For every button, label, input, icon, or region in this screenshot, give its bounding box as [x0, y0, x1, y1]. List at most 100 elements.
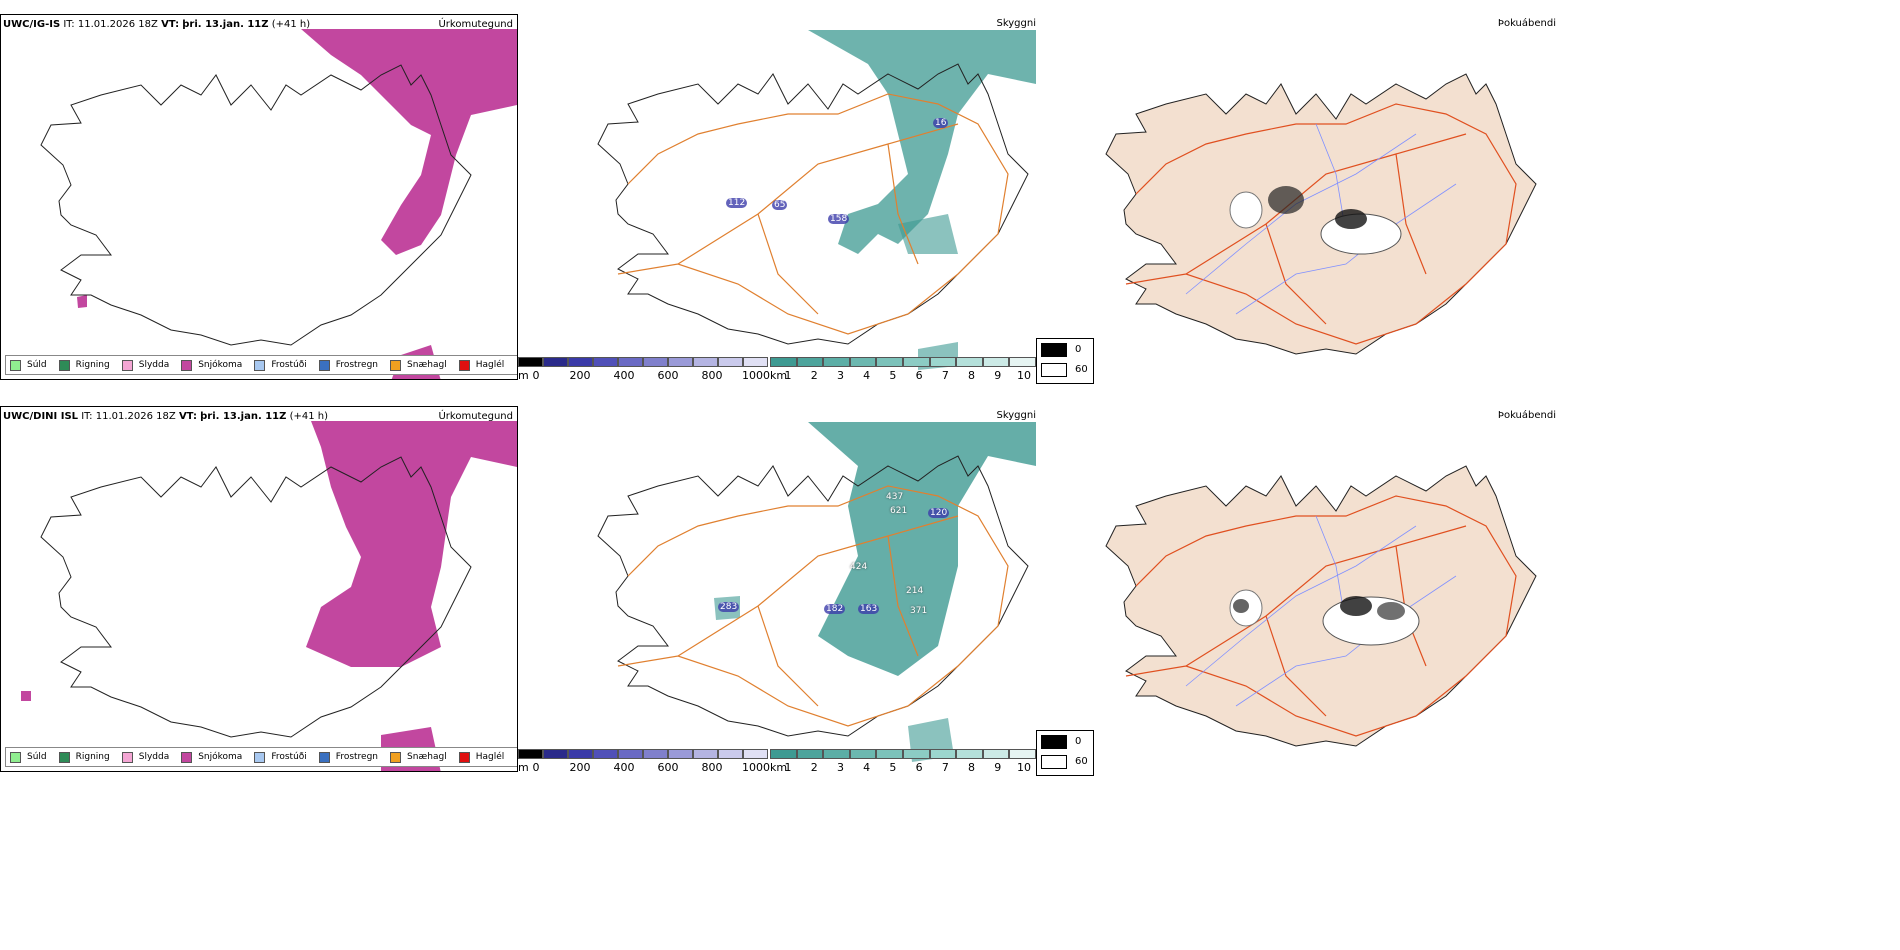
colorbar-cell — [903, 749, 930, 759]
legend-swatch — [254, 751, 266, 763]
colorbar-tick-label: 4 — [863, 761, 871, 774]
colorbar-tick-label: 4 — [863, 369, 871, 382]
cloud-panel-row2: Skyggni 437 621 120 424 214 182 163 371 … — [518, 406, 1036, 772]
snow-area — [301, 29, 517, 255]
iceland-coastline — [40, 456, 472, 738]
colorbar-cell — [796, 357, 824, 367]
legend-label: Frostregn — [335, 360, 379, 370]
colorbar-tick-label: 2 — [810, 369, 818, 382]
iceland-landmass — [1105, 465, 1537, 747]
panel-title: Úrkomutegund — [438, 19, 513, 30]
fog-patch — [1340, 596, 1372, 616]
legend-label: Slydda — [138, 752, 170, 762]
header-row2: UWC/DINI ISL IT: 11.01.2026 18Z VT: þri.… — [3, 411, 329, 422]
precip-legend: Súld Rigning Slydda Snjókoma Frostúði Frostre… — [5, 747, 517, 767]
precip-map-row1 — [40, 29, 517, 379]
colorbar-cell — [718, 749, 743, 759]
colorbar-tick-label: 800 — [701, 369, 723, 382]
cloud-map-row2 — [597, 422, 1036, 762]
colorbar-cell — [929, 357, 957, 367]
colorbar-cell — [876, 357, 903, 367]
cloud-area — [808, 30, 1036, 254]
panel-title: Þokuábendi — [1497, 410, 1556, 421]
colorbar-cell — [543, 357, 568, 367]
colorbar-cell — [618, 749, 643, 759]
legend-item: Frostúði — [254, 359, 307, 371]
colorbar-cell — [796, 749, 824, 759]
legend-item: Haglél — [458, 751, 504, 763]
fog-patch — [1377, 602, 1405, 620]
colorbar-tick-label: 2 — [810, 761, 818, 774]
legend-item: Rigning — [58, 359, 110, 371]
legend-label: Súld — [27, 360, 47, 370]
colorbar-tick-label: 6 — [915, 369, 923, 382]
cloud-area — [898, 214, 958, 254]
colorbar-cell — [593, 357, 618, 367]
legend-label: Rigning — [75, 752, 110, 762]
colorbar-tick-label: 200 — [569, 369, 591, 382]
panel-title: Skyggni — [996, 410, 1036, 421]
colorbar-cell — [982, 749, 1010, 759]
legend-item: Frostúði — [254, 751, 307, 763]
colorbar-unit: km — [770, 369, 788, 382]
iceland-coastline — [597, 455, 1029, 737]
colorbar-tick-label: 600 — [657, 369, 679, 382]
legend-label: Frostúði — [271, 752, 307, 762]
colorbar-cell — [668, 749, 693, 759]
legend-item: Frostregn — [318, 359, 379, 371]
legend-item: Frostregn — [318, 751, 378, 763]
colorbar-cell — [693, 357, 718, 367]
legend-swatch — [254, 359, 266, 371]
legend-swatch — [390, 751, 402, 763]
fog-patch — [1335, 209, 1367, 229]
legend-item: Súld — [10, 359, 47, 371]
fog-map-row1 — [1105, 73, 1537, 355]
legend-swatch — [121, 359, 133, 371]
legend-label: Snjókoma — [198, 360, 243, 370]
legend-label: Rigning — [75, 360, 110, 370]
iceland-landmass — [1105, 73, 1537, 355]
colorbar-cell — [568, 749, 593, 759]
colorbar-tick-label: 1 — [784, 761, 792, 774]
legend-item: Slydda — [121, 359, 170, 371]
precip-legend: Súld Rigning Slydda Snjókoma Frostúði Frostre… — [5, 355, 517, 375]
colorbar-tick-label: 1000 — [742, 761, 770, 774]
colorbar-cell — [518, 357, 543, 367]
value-label: 163 — [858, 604, 880, 614]
legend-label: Slydda — [138, 360, 170, 370]
fog-legend-row1: 0 60 — [1036, 338, 1094, 384]
legend-label: Snæhagl — [407, 360, 447, 370]
colorbar-cell — [693, 749, 718, 759]
colorbar-cell — [770, 357, 797, 367]
legend-swatch — [58, 751, 70, 763]
colorbar-tick-label: 9 — [994, 369, 1002, 382]
colorbar-tick-label: 400 — [613, 761, 635, 774]
value-label: 16 — [933, 118, 949, 128]
colorbar-cell — [643, 749, 668, 759]
colorbar-cell — [1009, 357, 1036, 367]
colorbar-unit: m — [518, 369, 529, 382]
legend-label: Snæhagl — [407, 752, 447, 762]
colorbar-tick-label: 10 — [1017, 369, 1031, 382]
fog-panel-row2: Þokuábendi — [1036, 406, 1556, 772]
precip-panel-row1: UWC/IG-IS IT: 11.01.2026 18Z VT: þri. 13… — [0, 14, 518, 380]
colorbar-cell — [849, 749, 877, 759]
fog-patch — [1229, 191, 1263, 229]
snow-area — [77, 295, 87, 308]
colorbar-cell — [593, 749, 618, 759]
colorbar-cell — [618, 357, 643, 367]
colorbar-cell — [743, 357, 768, 367]
colorbar-cell — [876, 749, 903, 759]
iceland-coastline — [597, 63, 1029, 345]
value-label: 214 — [906, 586, 924, 596]
road-network — [617, 485, 1009, 727]
colorbar-cell — [982, 357, 1010, 367]
colorbar-cell — [823, 749, 850, 759]
legend-item: Snjókoma — [181, 359, 243, 371]
legend-item: Haglél — [458, 359, 504, 371]
iceland-coastline — [40, 64, 472, 346]
colorbar-tick-label: 1 — [784, 369, 792, 382]
colorbar-tick-label: 5 — [889, 369, 897, 382]
legend-swatch — [318, 359, 330, 371]
value-label: 621 — [890, 506, 908, 516]
